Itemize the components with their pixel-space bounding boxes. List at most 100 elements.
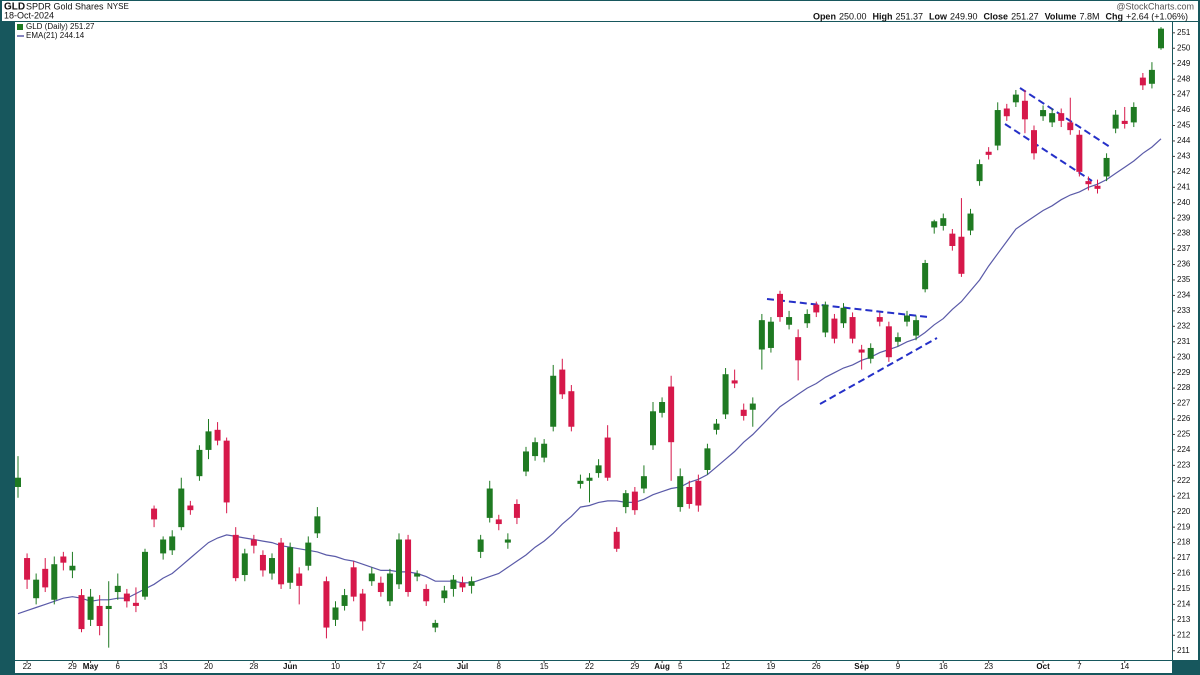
candle-body: [604, 437, 611, 478]
x-tick-label: 5: [678, 662, 683, 671]
candle-body: [994, 110, 1001, 146]
candle-body: [15, 477, 21, 487]
x-tick-label: 29: [630, 662, 639, 671]
x-tick-label: 6: [116, 662, 121, 671]
candle-body: [795, 337, 802, 361]
quote-label: Chg: [1105, 11, 1123, 21]
candle-body: [940, 218, 947, 226]
candle-body: [504, 539, 511, 543]
quote-value: +2.64 (+1.06%): [1126, 11, 1188, 21]
candle-body: [1058, 113, 1065, 121]
candle-body: [368, 573, 375, 582]
x-tick-label: 28: [249, 662, 258, 671]
candle-body: [441, 590, 448, 599]
candle-body: [169, 536, 176, 551]
candle-body: [1103, 157, 1110, 177]
y-tick-label: 213: [1177, 615, 1191, 624]
x-tick-label: 17: [376, 662, 385, 671]
candle-body: [1112, 114, 1119, 129]
candle-body: [414, 573, 421, 577]
y-tick-label: 241: [1177, 182, 1191, 191]
x-tick-label: Oct: [1036, 662, 1050, 671]
y-tick-label: 225: [1177, 430, 1191, 439]
x-tick-label: 22: [585, 662, 594, 671]
y-tick-label: 238: [1177, 229, 1191, 238]
candle-body: [840, 307, 847, 324]
candle-body: [767, 321, 774, 348]
candle-body: [214, 429, 221, 441]
candle-body: [985, 151, 992, 155]
candle-body: [232, 534, 239, 579]
candle-body: [178, 488, 185, 528]
candle-body: [640, 476, 647, 489]
x-tick-label: 24: [413, 662, 422, 671]
y-tick-label: 220: [1177, 507, 1191, 516]
candle-body: [450, 579, 457, 589]
candle-body: [160, 539, 167, 554]
candle-body: [477, 539, 484, 552]
chart-date: 18-Oct-2024: [4, 10, 54, 20]
quote-value: 7.8M: [1079, 11, 1099, 21]
candle-body: [631, 491, 638, 511]
ticker: GLD: [4, 2, 25, 13]
candle-body: [241, 553, 248, 576]
candle-body: [831, 318, 838, 339]
candle-body: [42, 568, 49, 588]
candle-body: [849, 317, 856, 339]
y-tick-label: 245: [1177, 121, 1191, 130]
header-panel: [2, 1, 1198, 21]
candle-body: [1085, 181, 1092, 185]
candle-body: [622, 493, 629, 508]
x-axis-panel: [15, 661, 1172, 673]
candle-body: [1040, 110, 1047, 117]
candle-body: [495, 519, 502, 525]
quote-value: 251.37: [895, 11, 923, 21]
candle-body: [296, 573, 303, 586]
x-tick-label: 16: [939, 662, 948, 671]
quote-label: High: [872, 11, 892, 21]
y-tick-label: 226: [1177, 414, 1191, 423]
candle-body: [695, 480, 702, 506]
y-tick-label: 228: [1177, 383, 1191, 392]
y-tick-label: 218: [1177, 538, 1191, 547]
candle-body: [69, 565, 76, 571]
x-tick-label: 12: [721, 662, 730, 671]
x-tick-label: 14: [1120, 662, 1129, 671]
quote-label: Low: [929, 11, 948, 21]
candle-body: [1121, 120, 1128, 124]
candle-body: [332, 607, 339, 620]
legend-label: GLD (Daily) 251.27: [26, 22, 95, 31]
candle-body: [722, 374, 729, 415]
y-tick-label: 217: [1177, 553, 1191, 562]
y-tick-label: 250: [1177, 43, 1191, 52]
x-tick-label: 19: [766, 662, 775, 671]
candle-body: [885, 326, 892, 358]
candle-body: [223, 440, 230, 503]
candle-body: [523, 451, 529, 472]
candle-body: [568, 391, 575, 427]
source: @StockCharts.com: [1116, 1, 1194, 11]
candle-body: [559, 369, 566, 395]
trend-line: [1004, 123, 1093, 182]
candle-body: [513, 503, 520, 518]
candle-body: [532, 442, 539, 457]
y-tick-label: 234: [1177, 291, 1191, 300]
y-tick-label: 216: [1177, 569, 1191, 578]
candle-body: [550, 375, 557, 427]
legend-swatch: [17, 24, 23, 30]
y-tick-label: 244: [1177, 136, 1191, 145]
candle-body: [659, 402, 666, 413]
x-tick-label: 10: [331, 662, 340, 671]
x-tick-label: 15: [540, 662, 549, 671]
legend-label: EMA(21) 244.14: [26, 31, 85, 40]
candle-body: [586, 477, 593, 481]
candle-body: [913, 320, 920, 336]
x-tick-label: 8: [497, 662, 502, 671]
candle-body: [359, 593, 366, 622]
y-tick-label: 212: [1177, 630, 1191, 639]
candle-body: [931, 221, 938, 228]
candle-body: [386, 573, 393, 602]
y-tick-label: 233: [1177, 306, 1191, 315]
